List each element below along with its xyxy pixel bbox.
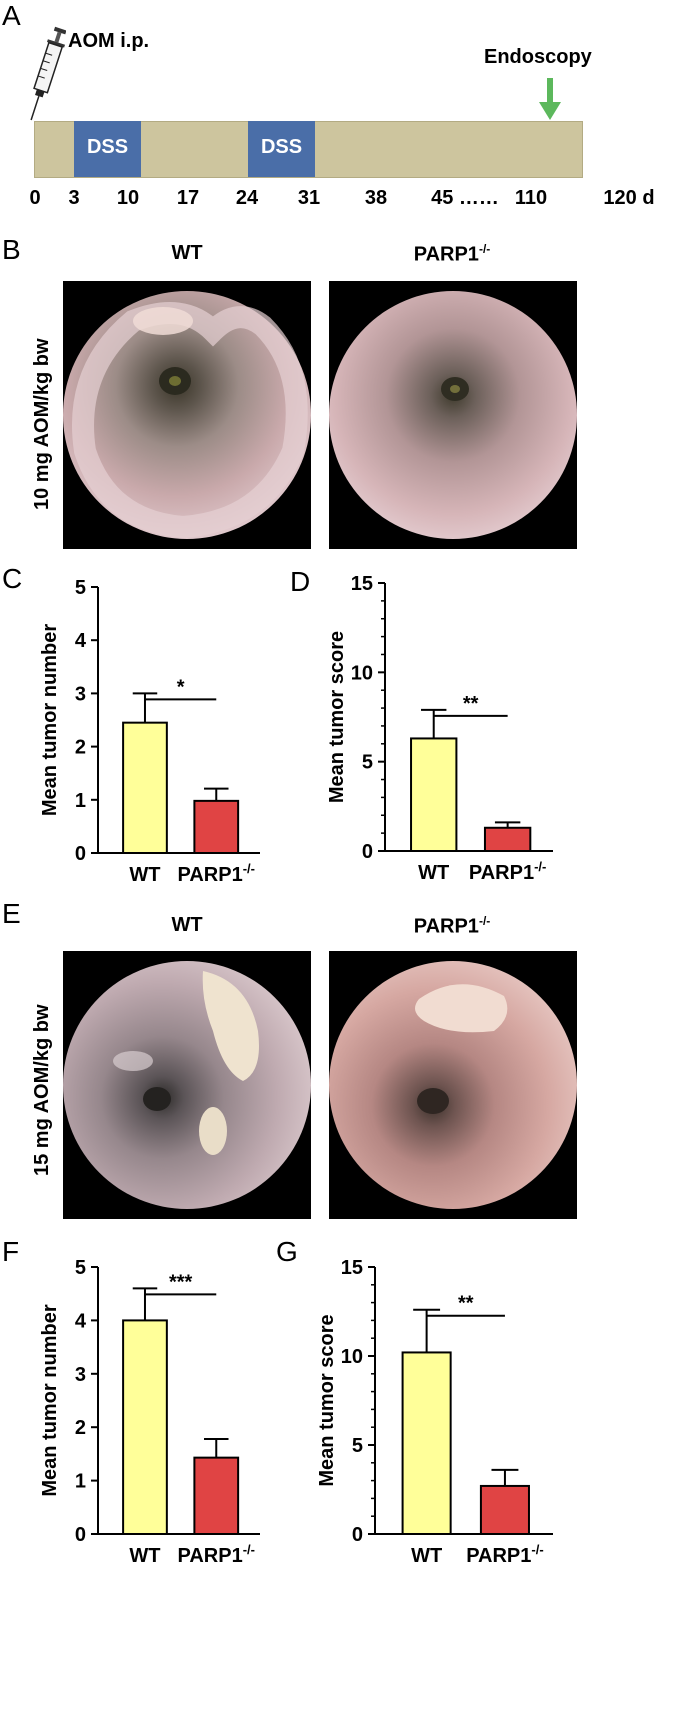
x-category-label: WT bbox=[411, 1545, 442, 1567]
x-category-label: PARP1-/- bbox=[178, 861, 256, 886]
bar-parp1 bbox=[479, 1484, 530, 1536]
y-tick-label: 3 bbox=[75, 683, 86, 705]
bar-wt bbox=[410, 737, 458, 852]
x-category-label: WT bbox=[418, 862, 449, 884]
bar-wt bbox=[122, 1319, 168, 1536]
panel-label-b: B bbox=[2, 234, 21, 265]
endoscopy-image-wt-10mg bbox=[63, 281, 311, 549]
x-category-label: PARP1-/- bbox=[469, 859, 547, 884]
day-label: 31 bbox=[297, 187, 321, 209]
injection-label: AOM i.p. bbox=[68, 30, 150, 52]
y-tick-label: 15 bbox=[341, 1257, 363, 1279]
x-category-label: PARP1-/- bbox=[466, 1542, 544, 1567]
day-label: 120 d bbox=[603, 187, 655, 209]
bar-parp1 bbox=[483, 826, 532, 853]
y-tick-label: 5 bbox=[362, 752, 373, 774]
endoscopy-image-parp1-10mg bbox=[329, 281, 577, 549]
y-tick-label: 0 bbox=[75, 843, 86, 865]
dss-label: DSS bbox=[260, 136, 303, 158]
panel-label-g: G bbox=[276, 1236, 298, 1267]
chart-c: 0 1 2 3 4 5 Mean tumor number WT PARP1-/- * bbox=[0, 563, 330, 893]
y-axis-title: Mean tumor number bbox=[39, 1304, 61, 1496]
column-header-wt: WT bbox=[171, 242, 203, 264]
day-label: 110 bbox=[514, 187, 548, 209]
endoscopy-image-parp1-15mg bbox=[329, 951, 577, 1219]
y-tick-label: 5 bbox=[75, 577, 86, 599]
endoscopy-image-wt-15mg bbox=[63, 951, 311, 1219]
syringe-icon bbox=[30, 26, 66, 121]
y-tick-label: 1 bbox=[75, 1471, 86, 1493]
day-label: 38 bbox=[364, 187, 388, 209]
significance-label: * bbox=[177, 676, 185, 698]
y-axis-title: Mean tumor score bbox=[326, 631, 348, 803]
day-label: 3 bbox=[68, 187, 80, 209]
column-header-parp1: PARP1-/- bbox=[413, 914, 491, 938]
significance-label: ** bbox=[463, 693, 479, 715]
y-tick-label: 4 bbox=[75, 1310, 87, 1332]
column-header-wt: WT bbox=[171, 914, 203, 936]
y-axis-title: Mean tumor number bbox=[39, 624, 61, 816]
y-tick-label: 10 bbox=[341, 1346, 363, 1368]
x-category-label: PARP1-/- bbox=[178, 1542, 256, 1567]
y-axis-title: Mean tumor score bbox=[316, 1314, 338, 1486]
panel-label-f: F bbox=[2, 1236, 20, 1267]
panel-label-d: D bbox=[290, 566, 311, 597]
chart-f: 0 1 2 3 4 5 Mean tumor number WT PARP1-/- *** bbox=[0, 1236, 330, 1706]
y-tick-label: 0 bbox=[352, 1524, 363, 1546]
down-arrow-icon bbox=[539, 78, 561, 120]
y-tick-label: 4 bbox=[75, 630, 87, 652]
panel-label-c: C bbox=[2, 563, 23, 594]
day-label: 45 …… bbox=[431, 187, 499, 209]
chart-g: 0 5 10 15 Mean tumor score WT PARP1-/- ** bbox=[290, 1236, 620, 1706]
x-category-label: WT bbox=[129, 1545, 160, 1567]
significance-label: *** bbox=[169, 1271, 193, 1293]
bar-wt bbox=[401, 1351, 452, 1535]
day-label: 10 bbox=[116, 187, 140, 209]
day-label: 17 bbox=[176, 187, 200, 209]
day-label: 0 bbox=[29, 187, 41, 209]
panel-label-a: A bbox=[2, 0, 21, 31]
y-tick-label: 2 bbox=[75, 1417, 86, 1439]
day-label: 24 bbox=[235, 187, 259, 209]
significance-label: ** bbox=[458, 1293, 474, 1315]
dose-label-10mg: 10 mg AOM/kg bw bbox=[31, 338, 53, 510]
bar-wt bbox=[122, 721, 168, 854]
y-tick-label: 5 bbox=[75, 1257, 86, 1279]
y-tick-label: 3 bbox=[75, 1364, 86, 1386]
column-header-parp1: PARP1-/- bbox=[413, 242, 491, 266]
chart-d: 0 5 10 15 Mean tumor score WT PARP1-/- ** bbox=[290, 563, 620, 893]
dose-label-15mg: 15 mg AOM/kg bw bbox=[31, 1004, 53, 1176]
y-tick-label: 0 bbox=[362, 841, 373, 863]
y-tick-label: 1 bbox=[75, 790, 86, 812]
bar-parp1 bbox=[193, 799, 240, 854]
y-tick-label: 0 bbox=[75, 1524, 86, 1546]
dss-block bbox=[74, 121, 141, 177]
y-tick-label: 5 bbox=[352, 1435, 363, 1457]
y-tick-label: 2 bbox=[75, 737, 86, 759]
y-tick-label: 10 bbox=[351, 662, 373, 684]
dss-block bbox=[248, 121, 315, 177]
x-category-label: WT bbox=[129, 864, 160, 886]
dss-label: DSS bbox=[86, 136, 129, 158]
endpoint-label: Endoscopy bbox=[484, 46, 592, 68]
panel-label-e: E bbox=[2, 898, 21, 929]
bar-parp1 bbox=[193, 1456, 240, 1535]
y-tick-label: 15 bbox=[351, 573, 373, 595]
